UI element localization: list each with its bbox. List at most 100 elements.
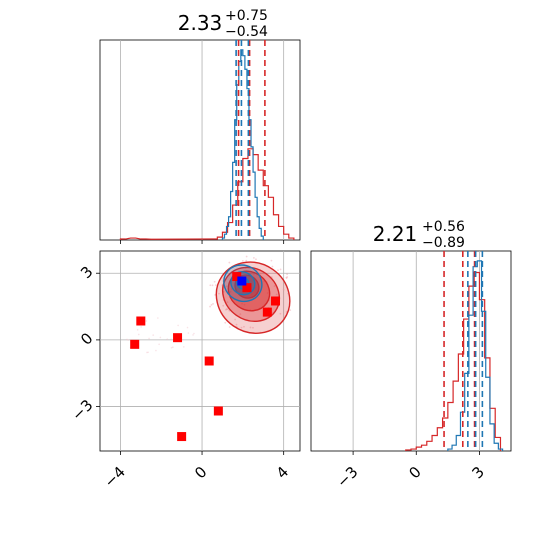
sample-point — [279, 312, 282, 315]
sample-point — [228, 326, 231, 328]
sample-point — [209, 305, 211, 308]
marker-red-8 — [213, 406, 223, 416]
histogram-panel-x: 2.33 +0.75 −0.54 — [99, 8, 301, 244]
histogram-y-title: 2.21 — [373, 222, 418, 246]
sample-point — [225, 285, 228, 288]
sample-point — [289, 309, 292, 312]
sample-point — [193, 332, 195, 335]
sample-point — [229, 290, 232, 293]
sample-point — [279, 268, 282, 271]
histogram-x-title: 2.33 — [178, 11, 223, 35]
marker-red-4 — [136, 316, 146, 326]
histogram-y-title-value: 2.21 — [373, 222, 418, 246]
tick-label-x-2: 4 — [273, 463, 292, 482]
sample-point — [218, 292, 220, 295]
marker-red-0 — [232, 272, 242, 282]
sample-point — [148, 337, 150, 340]
sample-point — [172, 346, 174, 349]
tick-label-x-0: −4 — [101, 463, 129, 491]
sample-point — [212, 302, 214, 305]
histogram-y-title-upper: +0.56 — [422, 219, 465, 235]
sample-point — [140, 326, 142, 328]
sample-point — [286, 273, 289, 276]
sample-point — [226, 301, 229, 304]
sample-point — [213, 280, 216, 283]
sample-point — [170, 338, 172, 341]
tick-label-y-1: 0 — [77, 329, 96, 348]
histogram-panel-y: −3 0 3 2.21 +0.56 −0.89 — [310, 219, 512, 491]
sample-point — [192, 334, 194, 336]
sample-point — [282, 288, 285, 291]
sample-point — [255, 258, 257, 261]
sample-point — [235, 323, 238, 326]
histogram-step-blue — [221, 49, 264, 240]
marker-red-5 — [130, 339, 140, 349]
sample-point — [243, 303, 246, 306]
sample-point — [186, 326, 189, 329]
sample-point — [157, 317, 159, 319]
contour-scatter-panel: −4 0 4 −3 0 3 — [68, 250, 301, 491]
sample-point — [266, 292, 269, 294]
sample-point — [137, 333, 140, 336]
sample-point — [209, 284, 212, 287]
sample-point — [158, 343, 160, 346]
histogram-step-red — [405, 271, 502, 451]
sample-point — [228, 261, 231, 264]
marker-red-7 — [204, 356, 214, 366]
sample-point — [270, 259, 273, 262]
marker-red-3 — [271, 296, 281, 306]
sample-point — [222, 304, 225, 307]
sample-point — [252, 326, 254, 329]
sample-point — [214, 284, 217, 287]
marker-red-1 — [242, 283, 252, 293]
sample-point — [147, 351, 149, 354]
marker-blue-0 — [237, 276, 247, 286]
sample-point — [170, 346, 173, 349]
sample-point — [275, 293, 278, 296]
histogram-x-title-value: 2.33 — [178, 11, 223, 35]
sample-point — [210, 303, 213, 306]
contour-scatter-frame — [99, 250, 301, 452]
sample-point — [240, 326, 243, 329]
histogram-x-frame — [99, 39, 301, 241]
sample-point — [234, 318, 237, 321]
sample-point — [152, 334, 155, 336]
marker-red-2 — [262, 307, 272, 317]
histogram-x-series — [119, 49, 295, 240]
histogram-y-frame — [310, 250, 512, 452]
sample-point — [239, 313, 242, 316]
sample-point — [241, 302, 243, 305]
histogram-x-title-lower: −0.54 — [225, 24, 268, 40]
sample-point — [277, 269, 279, 272]
histogram-x-title-upper: +0.75 — [225, 8, 268, 24]
sample-point — [249, 326, 252, 329]
sample-point — [155, 349, 157, 352]
sample-point — [177, 324, 179, 327]
sample-point — [285, 277, 288, 279]
sample-point — [145, 320, 148, 322]
tick-label-y-2: 3 — [77, 263, 96, 282]
marker-red-6 — [173, 333, 183, 343]
histogram-y-quantiles — [443, 251, 484, 451]
histogram-x-grid — [120, 40, 285, 240]
histogram-y-title-lower: −0.89 — [422, 235, 465, 251]
histogram-step-red — [119, 148, 295, 240]
histogram-y-ticks: −3 0 3 — [333, 451, 488, 491]
tick-label-x-1: 0 — [405, 463, 424, 482]
sample-point — [252, 272, 255, 275]
sample-point — [211, 284, 214, 287]
sample-point — [159, 336, 162, 339]
sample-point — [182, 346, 185, 348]
sample-point — [126, 338, 128, 341]
sample-point — [273, 285, 276, 287]
sample-point — [166, 338, 169, 340]
histogram-x-ticks — [120, 240, 285, 244]
sample-point — [225, 308, 227, 311]
sample-point — [245, 259, 248, 262]
sample-point — [224, 321, 227, 324]
marker-red-9 — [177, 432, 187, 442]
tick-label-x-2: 3 — [468, 463, 487, 482]
sample-point — [127, 339, 129, 341]
sample-point — [271, 265, 274, 268]
sample-point — [187, 332, 190, 334]
